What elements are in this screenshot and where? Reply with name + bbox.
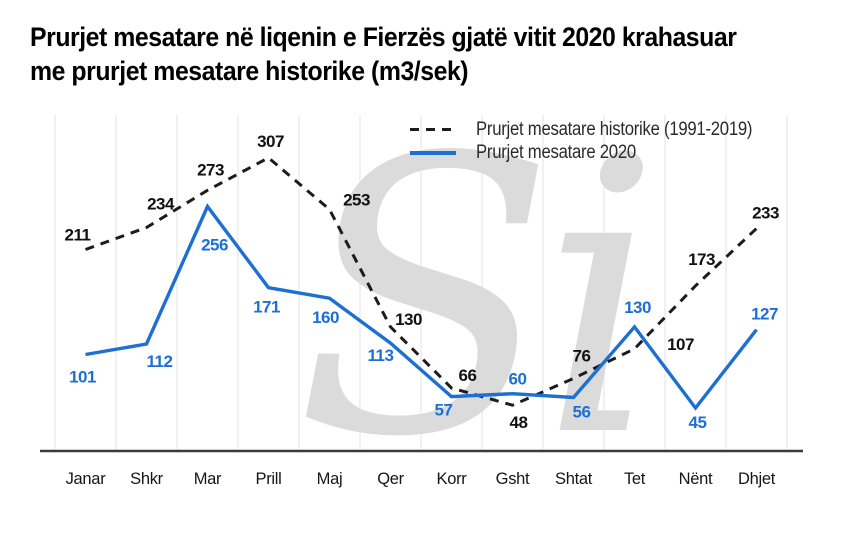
data-label-2020-7: 60	[509, 370, 527, 389]
chart-title: Prurjet mesatare në liqenin e Fierzës gj…	[30, 20, 737, 88]
watermark-text: Si	[295, 77, 647, 520]
x-tick-label-4: Maj	[317, 470, 343, 488]
legend-item-historical: Prurjet mesatare historike (1991-2019)	[410, 118, 790, 141]
data-label-hist-10: 173	[688, 250, 715, 269]
x-tick-label-3: Prill	[256, 470, 282, 488]
data-label-hist-9: 107	[667, 335, 694, 354]
data-label-hist-7: 48	[510, 413, 528, 432]
data-label-2020-11: 127	[751, 305, 778, 324]
data-label-2020-1: 112	[147, 352, 173, 371]
data-label-2020-8: 56	[573, 403, 591, 422]
data-label-hist-3: 307	[257, 132, 284, 151]
data-label-2020-2: 256	[201, 236, 228, 255]
line-2020	[85, 203, 758, 411]
data-label-hist-6: 66	[459, 366, 477, 385]
chart-title-line1: Prurjet mesatare në liqenin e Fierzës gj…	[30, 22, 737, 52]
data-label-hist-8: 76	[573, 346, 591, 365]
x-tick-label-2: Mar	[194, 470, 222, 488]
x-tick-label-1: Shkr	[130, 470, 164, 488]
data-label-2020-6: 57	[435, 401, 453, 420]
data-label-hist-5: 130	[395, 310, 422, 329]
data-label-2020-5: 113	[368, 346, 394, 365]
x-tick-label-0: Janar	[66, 470, 107, 488]
x-tick-label-7: Gsht	[496, 470, 530, 488]
x-tick-label-5: Qer	[377, 470, 404, 488]
legend-label-2020: Prurjet mesatare 2020	[476, 141, 636, 163]
data-label-hist-2: 273	[197, 160, 224, 179]
data-label-2020-10: 45	[689, 413, 707, 432]
data-label-2020-4: 160	[312, 308, 339, 327]
legend-item-2020: Prurjet mesatare 2020	[410, 141, 790, 164]
chart-title-line2: me prurjet mesatare historike (m3/sek)	[30, 56, 469, 86]
x-tick-label-8: Shtat	[555, 470, 593, 488]
x-tick-label-9: Tet	[624, 470, 646, 488]
chart-legend: Prurjet mesatare historike (1991-2019) P…	[410, 118, 790, 164]
dashed-line-sample-icon	[410, 128, 456, 131]
x-tick-label-6: Korr	[437, 470, 468, 488]
data-label-hist-4: 253	[343, 190, 370, 209]
solid-line-sample-icon	[410, 150, 456, 155]
data-label-hist-11: 233	[752, 204, 779, 223]
data-label-hist-0: 211	[65, 226, 91, 245]
legend-label-historical: Prurjet mesatare historike (1991-2019)	[476, 118, 753, 140]
data-label-2020-0: 101	[69, 368, 96, 387]
x-tick-label-10: Nënt	[679, 470, 713, 488]
data-label-2020-9: 130	[624, 298, 651, 317]
x-tick-label-11: Dhjet	[738, 470, 776, 488]
data-label-hist-1: 234	[147, 195, 175, 214]
data-label-2020-3: 171	[253, 298, 280, 317]
